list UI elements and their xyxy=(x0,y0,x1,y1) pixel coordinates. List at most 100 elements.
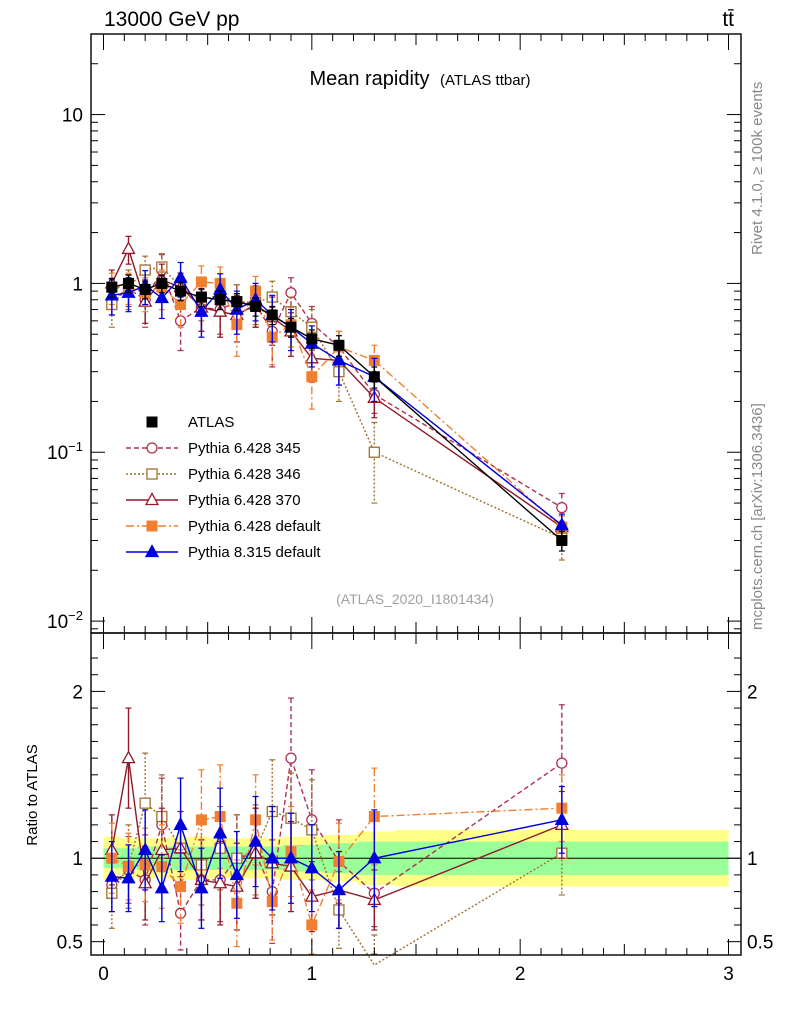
ratio-ytick-label-left-0: 2 xyxy=(72,682,83,703)
legend-label-1: Pythia 6.428 345 xyxy=(188,440,301,457)
legend-item-0: ATLAS xyxy=(146,414,234,431)
data-point-1-10 xyxy=(285,752,297,764)
data-point-0-5 xyxy=(195,291,207,303)
data-point-5-14 xyxy=(554,812,569,826)
legend-marker-5 xyxy=(144,544,160,558)
legend-item-4: Pythia 6.428 default xyxy=(126,518,321,535)
ratio-ytick-label-right-0: 2 xyxy=(747,682,758,703)
legend-label-5: Pythia 8.315 default xyxy=(188,544,321,561)
main-ytick-label-3: 10−2 xyxy=(47,608,83,633)
legend-marker-0 xyxy=(146,416,158,428)
legend-label-2: Pythia 6.428 346 xyxy=(188,466,301,483)
chart-title-group: Mean rapidity (ATLAS ttbar) xyxy=(309,68,530,90)
ratio-panel-series xyxy=(104,697,569,966)
analysis-watermark: (ATLAS_2020_I1801434) xyxy=(336,591,494,607)
data-point-1-14 xyxy=(556,757,568,769)
data-point-0-0 xyxy=(106,281,118,293)
legend-label-0: ATLAS xyxy=(188,414,234,431)
data-point-2-2 xyxy=(139,797,151,809)
legend-marker-1 xyxy=(146,442,158,454)
xtick-label-1: 1 xyxy=(307,964,318,985)
rivet-version-label: Rivet 4.1.0, ≥ 100k events xyxy=(749,82,766,255)
ratio-ytick-label-right-2: 0.5 xyxy=(747,933,773,954)
data-point-4-5 xyxy=(195,276,207,288)
data-point-5-4 xyxy=(173,269,188,283)
data-point-0-9 xyxy=(266,309,278,321)
data-point-5-8 xyxy=(248,833,263,847)
data-point-5-12 xyxy=(331,352,347,366)
data-point-5-9 xyxy=(265,850,280,864)
data-point-5-12 xyxy=(331,882,347,896)
data-point-3-6 xyxy=(213,875,228,889)
data-point-5-1 xyxy=(121,870,136,884)
data-point-4-11 xyxy=(306,919,318,931)
legend-marker-4 xyxy=(146,520,158,532)
legend-label-4: Pythia 6.428 default xyxy=(188,518,321,535)
ratio-axis-label: Ratio to ATLAS xyxy=(24,744,41,845)
header-process-label: tt̄ xyxy=(722,8,734,31)
data-point-0-2 xyxy=(139,284,151,296)
ratio-panel-frame xyxy=(90,632,742,956)
main-ytick-label-0: 10 xyxy=(62,106,83,127)
legend-marker-3 xyxy=(144,492,160,506)
data-point-3-1 xyxy=(121,241,136,255)
xtick-label-2: 2 xyxy=(515,964,526,985)
data-point-5-6 xyxy=(213,825,228,839)
main-ytick-label-2: 10−1 xyxy=(47,439,83,464)
series-0 xyxy=(106,274,568,552)
data-point-5-0 xyxy=(104,868,119,882)
data-point-5-5 xyxy=(194,303,209,317)
main-ytick-label-1: 1 xyxy=(72,274,83,295)
legend-item-1: Pythia 6.428 345 xyxy=(126,440,301,457)
main-panel-series xyxy=(104,235,569,561)
data-point-4-4 xyxy=(175,881,187,893)
data-point-0-4 xyxy=(175,285,187,297)
legend-item-3: Pythia 6.428 370 xyxy=(126,492,301,509)
data-point-0-14 xyxy=(556,535,568,547)
data-point-1-14 xyxy=(556,501,568,514)
data-point-5-2 xyxy=(138,842,153,856)
data-point-0-11 xyxy=(306,333,318,345)
data-point-5-4 xyxy=(173,817,188,831)
data-point-0-1 xyxy=(123,277,134,289)
data-point-3-1 xyxy=(121,750,136,764)
data-point-5-11 xyxy=(304,860,319,874)
series-5 xyxy=(104,777,569,929)
legend-item-2: Pythia 6.428 346 xyxy=(126,466,301,483)
data-point-4-5 xyxy=(195,814,207,826)
chart-title: Mean rapidity xyxy=(309,68,429,90)
data-point-5-3 xyxy=(154,290,169,304)
data-point-5-5 xyxy=(194,880,209,894)
header-energy-label: 13000 GeV pp xyxy=(104,8,239,31)
data-point-1-10 xyxy=(285,287,297,299)
data-point-0-8 xyxy=(250,300,262,312)
xtick-label-0: 0 xyxy=(98,964,109,985)
ratio-ytick-label-right-1: 1 xyxy=(747,849,758,870)
ratio-ytick-label-left-1: 1 xyxy=(72,849,83,870)
data-point-5-3 xyxy=(154,880,169,894)
data-point-0-12 xyxy=(333,339,345,351)
data-point-4-11 xyxy=(306,371,318,383)
data-point-5-10 xyxy=(283,850,299,864)
legend-item-5: Pythia 8.315 default xyxy=(126,544,321,561)
data-point-0-13 xyxy=(368,371,380,383)
xtick-label-3: 3 xyxy=(723,964,734,985)
mcplots-reference-label: mcplots.cern.ch [arXiv:1306.3436] xyxy=(749,403,766,630)
chart-subtitle: (ATLAS ttbar) xyxy=(440,72,531,89)
legend-label-3: Pythia 6.428 370 xyxy=(188,492,301,509)
data-point-3-6 xyxy=(213,303,228,317)
axis-ticks xyxy=(91,33,741,955)
data-point-0-10 xyxy=(285,321,297,333)
data-point-5-13 xyxy=(367,850,382,864)
axis-tick-labels: 10 1 10−1 10−2 2 2 1 1 0.5 0.5 0 1 2 3 xyxy=(47,106,773,985)
data-point-0-3 xyxy=(156,277,168,289)
data-point-0-6 xyxy=(214,294,226,306)
data-point-0-7 xyxy=(231,296,243,308)
legend-marker-2 xyxy=(146,468,158,480)
data-point-5-14 xyxy=(554,517,569,531)
data-point-5-7 xyxy=(229,867,244,881)
ratio-ytick-label-left-2: 0.5 xyxy=(57,933,83,954)
legend: ATLAS Pythia 6.428 345 Pythia 6.428 346 Pyt… xyxy=(126,414,321,561)
data-point-2-13 xyxy=(368,446,380,458)
